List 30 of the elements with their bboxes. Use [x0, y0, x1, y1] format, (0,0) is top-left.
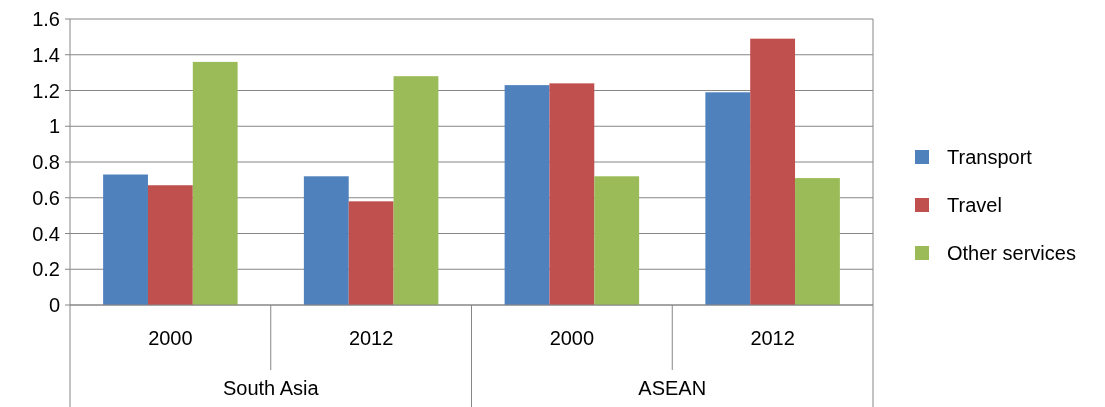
- y-tick-label: 1: [48, 115, 60, 138]
- bar: [549, 83, 595, 305]
- bar: [705, 92, 751, 305]
- bar: [750, 38, 796, 305]
- legend-label: Other services: [947, 242, 1076, 264]
- y-tick-label: 1.6: [32, 8, 60, 30]
- y-tick-label: 0.2: [32, 258, 60, 281]
- x-tick-label: 2012: [750, 327, 795, 349]
- y-tick-label: 0: [48, 294, 60, 316]
- legend-label: Travel: [947, 194, 1002, 216]
- x-tick-label: 2000: [549, 327, 595, 349]
- y-tick-label: 1.4: [32, 43, 60, 66]
- y-tick-label: 0.6: [32, 186, 60, 209]
- y-tick-label: 0.4: [32, 222, 60, 245]
- text: ASEAN: [638, 377, 707, 399]
- legend-label: Transport: [947, 146, 1033, 168]
- bar: [192, 61, 238, 305]
- y-tick-label: 1.2: [32, 79, 60, 102]
- x-tick-label: 2012: [348, 327, 394, 349]
- bar: [103, 174, 148, 305]
- bar: [393, 76, 439, 305]
- x-tick-label: 2000: [148, 327, 193, 349]
- text: South Asia: [222, 377, 320, 399]
- bar: [303, 176, 349, 305]
- bar: [594, 176, 640, 305]
- bar: [348, 201, 394, 305]
- bar: [504, 85, 550, 305]
- y-tick-label: 0.8: [32, 151, 60, 173]
- bar: [147, 185, 193, 305]
- bar: [795, 178, 840, 305]
